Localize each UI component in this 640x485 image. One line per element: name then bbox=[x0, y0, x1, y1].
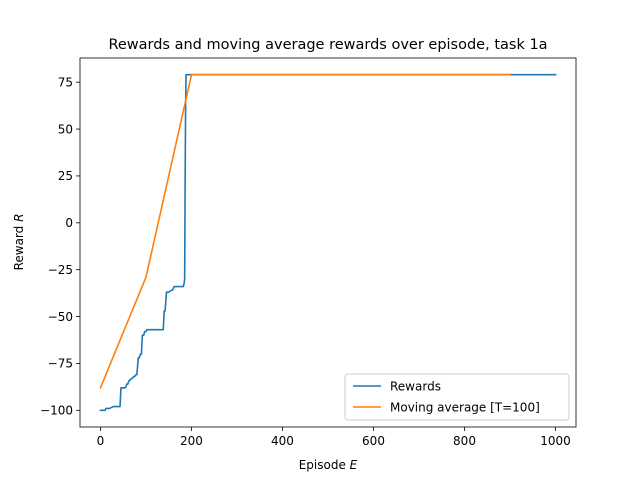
legend-label-moving-average: Moving average [T=100] bbox=[390, 401, 540, 415]
y-tick-label: 25 bbox=[58, 169, 73, 183]
x-tick-label: 800 bbox=[453, 434, 476, 448]
plot-frame bbox=[79, 57, 577, 428]
y-tick-label: −75 bbox=[48, 357, 73, 371]
x-axis: 0 200 400 600 800 1000 bbox=[97, 427, 571, 448]
x-tick-label: 400 bbox=[271, 434, 294, 448]
series-line-1 bbox=[99, 73, 511, 389]
y-tick-label: −25 bbox=[48, 263, 73, 277]
x-tick-label: 1000 bbox=[540, 434, 571, 448]
x-tick-label: 600 bbox=[362, 434, 385, 448]
y-tick-label: 0 bbox=[65, 216, 73, 230]
x-axis-label: Episode E bbox=[299, 458, 358, 472]
legend: Rewards Moving average [T=100] bbox=[344, 373, 570, 421]
plot-series bbox=[99, 73, 557, 412]
legend-label-rewards: Rewards bbox=[390, 380, 441, 394]
x-tick-label: 200 bbox=[180, 434, 203, 448]
y-tick-label: −50 bbox=[48, 310, 73, 324]
y-axis: −100 −75 −50 −25 0 25 50 75 bbox=[40, 75, 80, 418]
y-axis-label: Reward R bbox=[12, 214, 26, 271]
y-tick-label: 75 bbox=[58, 75, 73, 89]
y-tick-label: −100 bbox=[40, 404, 73, 418]
chart-title: Rewards and moving average rewards over … bbox=[108, 37, 547, 53]
series-line-0 bbox=[99, 73, 557, 412]
x-tick-label: 0 bbox=[97, 434, 105, 448]
y-tick-label: 50 bbox=[58, 122, 73, 136]
legend-frame bbox=[344, 373, 570, 421]
